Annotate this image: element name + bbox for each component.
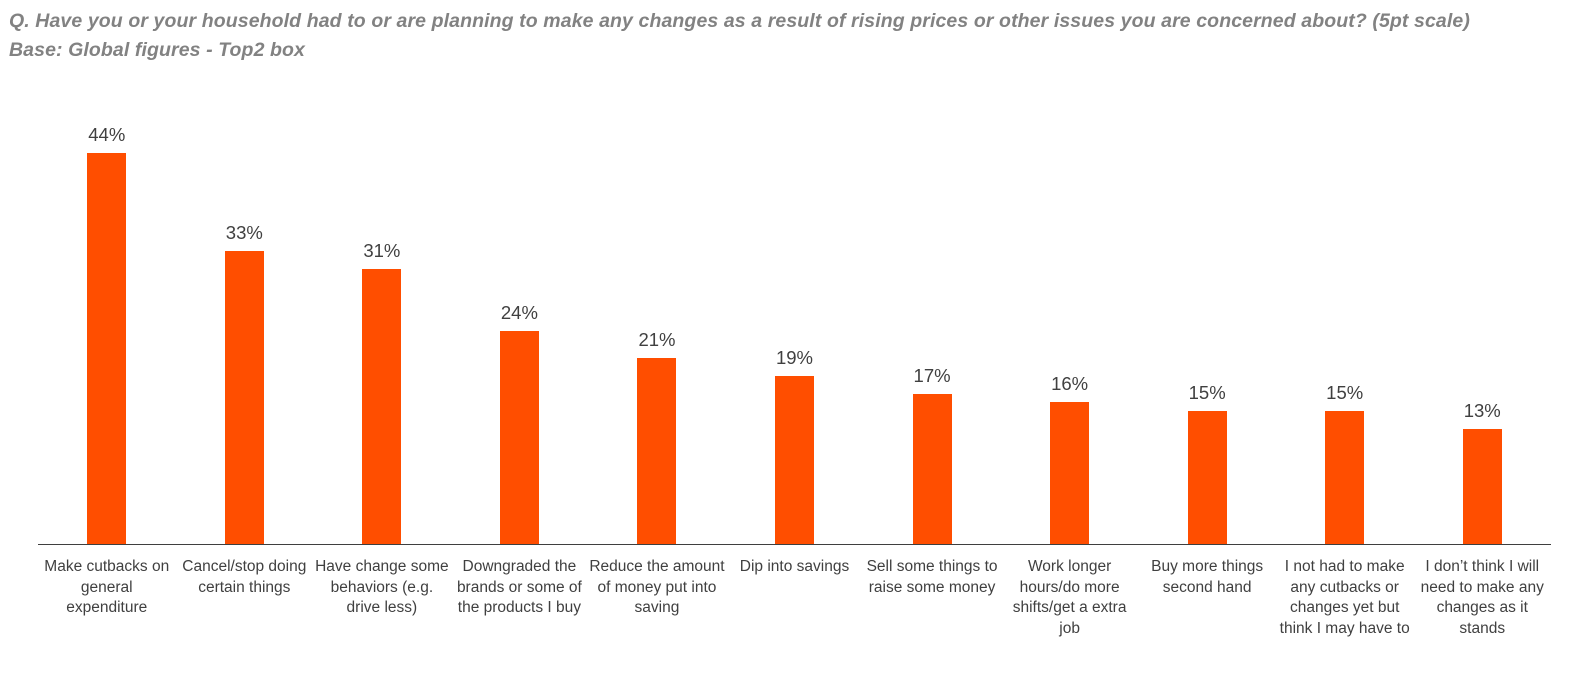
bar-value-label: 31% — [363, 240, 401, 261]
bar — [362, 269, 402, 545]
category-label: Work longer hours/do more shifts/get a e… — [1012, 558, 1127, 637]
bar-column: 33% — [176, 0, 314, 545]
bar-column: 13% — [1413, 0, 1551, 545]
bar-value-label: 24% — [500, 302, 538, 323]
bar — [912, 394, 952, 545]
bar — [224, 251, 264, 545]
bar-value-label: 17% — [913, 365, 951, 386]
bar-value-label: 21% — [638, 329, 676, 350]
category-label: Buy more things second hand — [1151, 558, 1264, 596]
bar — [1050, 402, 1090, 545]
category-label: Cancel/stop doing certain things — [182, 558, 307, 596]
bar — [1187, 411, 1227, 545]
bar-chart: 44% 33% 31% 24% 21% 19% 17% 16% 15% 15% 13% Make c… — [38, 0, 1551, 688]
bar-column: 15% — [1138, 0, 1276, 545]
plot-area: 44% 33% 31% 24% 21% 19% 17% 16% 15% 15% 13% — [38, 0, 1551, 545]
chart-base-subtitle: Base: Global figures - Top2 box — [9, 39, 305, 61]
bar-column: 21% — [588, 0, 726, 545]
bar-column: 24% — [451, 0, 589, 545]
category-label: Make cutbacks on general expenditure — [44, 558, 170, 616]
category-label: Dip into savings — [739, 558, 850, 575]
category-label: Sell some things to raise some money — [866, 558, 998, 596]
bar — [775, 376, 814, 545]
category-label: I not had to make any cutbacks or change… — [1279, 558, 1410, 637]
bar — [637, 358, 677, 545]
bar-value-label: 16% — [1051, 373, 1089, 394]
bar-value-label: 33% — [225, 222, 263, 243]
bar-value-label: 15% — [1188, 382, 1226, 403]
bar-column: 31% — [313, 0, 451, 545]
bar — [1462, 429, 1502, 545]
bar — [87, 153, 127, 545]
bar-column: 15% — [1276, 0, 1414, 545]
bar-value-label: 19% — [775, 347, 814, 368]
bar-column: 19% — [726, 0, 864, 545]
bar — [499, 331, 539, 545]
chart-question-title: Q. Have you or your household had to or … — [9, 10, 1470, 32]
bar-column: 17% — [863, 0, 1001, 545]
x-axis-line — [38, 544, 1551, 545]
bar-column: 44% — [38, 0, 176, 545]
bar-column: 16% — [1001, 0, 1139, 545]
category-label: Have change some behaviors (e.g. drive l… — [315, 558, 449, 616]
bar — [1325, 411, 1365, 545]
bar-value-label: 13% — [1463, 400, 1501, 421]
category-label: Downgraded the brands or some of the pro… — [456, 558, 582, 616]
chart-header: Q. Have you or your household had to or … — [9, 7, 1559, 65]
bar-value-label: 15% — [1326, 382, 1364, 403]
bar-value-label: 44% — [88, 124, 126, 145]
category-labels: Make cutbacks on general expenditure Canc… — [38, 557, 1551, 639]
category-label: I don’t think I will need to make any ch… — [1420, 558, 1544, 637]
category-label: Reduce the amount of money put into savi… — [589, 558, 725, 616]
